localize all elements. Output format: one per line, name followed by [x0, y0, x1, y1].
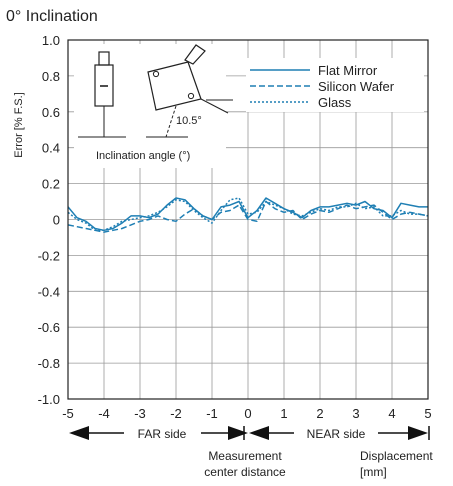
y-axis-label: Error [% F.S.]: [13, 92, 25, 157]
y-tick-label: -0.4: [38, 284, 60, 299]
series-line-glass: [67, 197, 429, 232]
y-tick-label: -1.0: [38, 392, 60, 407]
y-tick-labels: 1.0 0.8 0.6 0.4 0.2 0 -0.2 -0.4 -0.6 -0.8 -1.0: [38, 33, 60, 407]
y-tick-label: 0.8: [42, 69, 60, 84]
x-axis-label-line-1: Displacement: [360, 449, 433, 463]
inset-diagram: 10.5° Inclination angle (°): [74, 44, 233, 168]
x-tick-label: 1: [280, 406, 287, 421]
y-tick-label: -0.2: [38, 248, 60, 263]
near-side-label: NEAR side: [307, 427, 366, 441]
sensor-tilted-icon: [146, 44, 233, 138]
x-tick-label: -5: [62, 406, 74, 421]
legend-label: Glass: [318, 95, 352, 110]
x-tick-label: -3: [134, 406, 146, 421]
x-axis-label-line-2: [mm]: [360, 465, 387, 479]
legend-background: [246, 58, 424, 112]
side-indicator: FAR side NEAR side: [69, 426, 430, 441]
y-tick-label: 0.4: [42, 141, 60, 156]
y-tick-label: 0.2: [42, 177, 60, 192]
series-line-silicon-wafer: [67, 200, 429, 233]
series-lines: [67, 197, 429, 233]
y-tick-label: -0.6: [38, 320, 60, 335]
plot-frame: [67, 39, 429, 400]
x-tick-label: 2: [316, 406, 323, 421]
x-tick-label: 4: [388, 406, 395, 421]
far-side-label: FAR side: [138, 427, 187, 441]
series-line-flat-mirror: [67, 197, 428, 232]
inset-angle-label: 10.5°: [176, 115, 202, 127]
y-tick-label: 0.6: [42, 105, 60, 120]
x-tick-label: 3: [352, 406, 359, 421]
sensor-upright-icon: [78, 51, 126, 138]
y-tick-label: 0: [53, 213, 60, 228]
x-tick-label: -1: [206, 406, 218, 421]
y-tick-label: -0.8: [38, 356, 60, 371]
x-tick-labels: -5 -4 -3 -2 -1 0 1 2 3 4 5: [62, 406, 431, 421]
x-tick-label: -4: [98, 406, 110, 421]
x-tick-label: 0: [244, 406, 251, 421]
x-tick-label: 5: [424, 406, 431, 421]
y-tick-label: 1.0: [42, 33, 60, 48]
inset-caption: Inclination angle (°): [96, 150, 190, 162]
legend-label: Silicon Wafer: [318, 79, 395, 94]
center-label-line-2: center distance: [204, 465, 286, 479]
center-label-line-1: Measurement: [208, 449, 282, 463]
x-tick-label: -2: [170, 406, 182, 421]
chart-title: 0° Inclination: [6, 8, 98, 25]
legend-label: Flat Mirror: [318, 63, 378, 78]
